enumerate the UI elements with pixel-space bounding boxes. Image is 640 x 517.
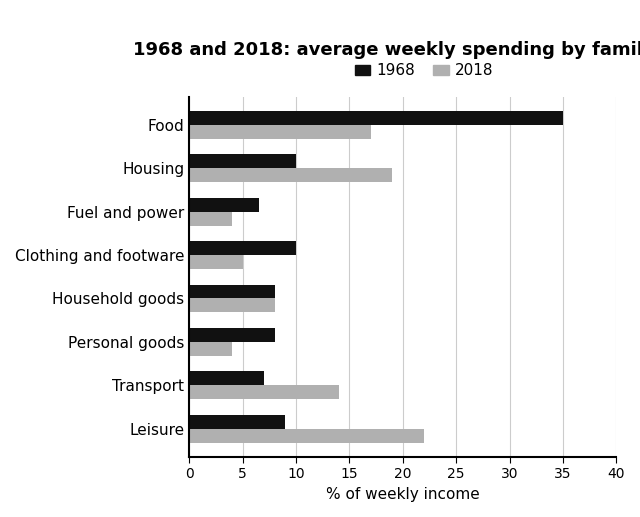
Bar (189, 298, 275, 312)
Bar (189, 241, 296, 255)
Bar (189, 371, 264, 385)
Bar (189, 255, 243, 269)
Bar (189, 168, 392, 182)
Bar (189, 154, 296, 168)
Bar (189, 429, 424, 443)
Bar (189, 328, 275, 342)
Bar (189, 125, 371, 139)
Title: 1968 and 2018: average weekly spending by families: 1968 and 2018: average weekly spending b… (133, 41, 640, 59)
X-axis label: % of weekly income: % of weekly income (326, 487, 480, 502)
Bar (189, 111, 563, 125)
Bar (189, 211, 232, 225)
Bar (189, 284, 275, 298)
Legend: 1968, 2018: 1968, 2018 (349, 57, 499, 84)
Bar (189, 415, 285, 429)
Bar (189, 342, 232, 356)
Bar (189, 197, 259, 211)
Bar (189, 385, 339, 399)
